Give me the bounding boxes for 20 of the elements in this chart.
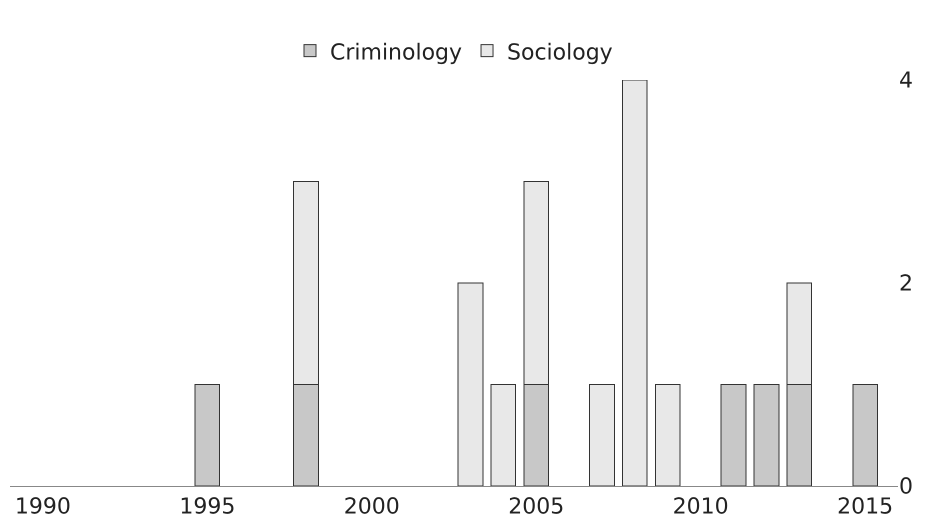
legend-label: Sociology (507, 40, 613, 66)
bar (490, 384, 516, 486)
bar (654, 384, 681, 486)
x-tick-label: 1995 (179, 494, 236, 520)
y-tick-label: 2 (899, 272, 913, 297)
x-tick-label: 1990 (14, 494, 71, 520)
bar (622, 80, 648, 486)
x-tick-label: 2005 (508, 494, 564, 520)
x-tick-label: 2000 (344, 494, 400, 520)
bar (458, 282, 484, 486)
bar (754, 384, 780, 486)
bar (720, 384, 746, 486)
y-tick-label: 0 (899, 474, 913, 500)
bar (589, 384, 615, 486)
y-tick-label: 4 (899, 68, 913, 94)
bar (852, 384, 878, 486)
x-tick-label: 2015 (837, 494, 894, 520)
legend-label: Criminology (330, 40, 462, 66)
bar (194, 384, 220, 486)
x-tick-label: 2010 (672, 494, 729, 520)
